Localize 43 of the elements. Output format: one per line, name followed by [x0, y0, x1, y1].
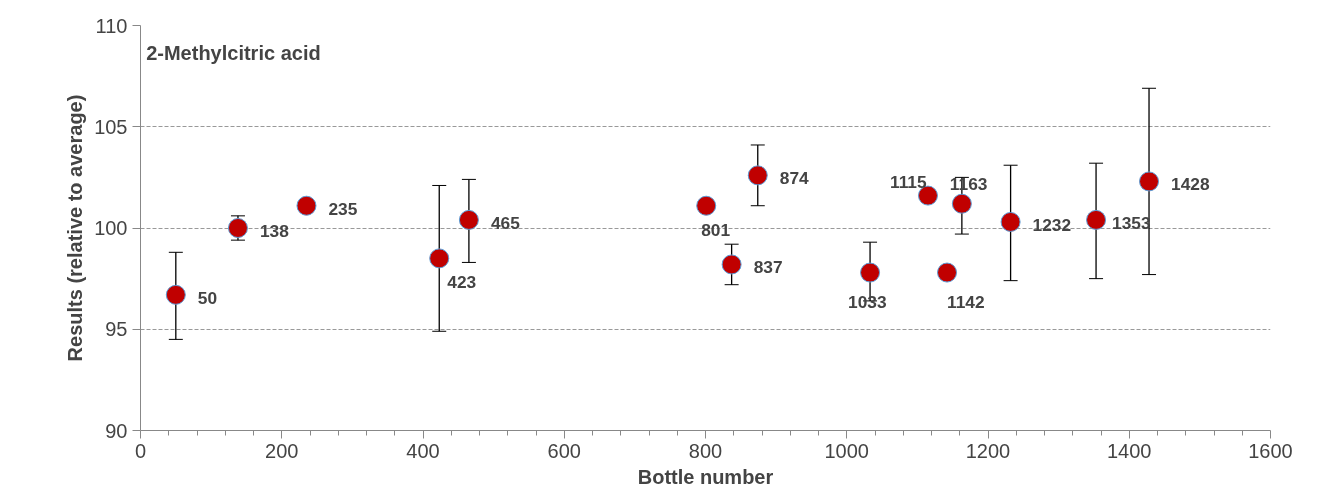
x-tick-label: 1200 [965, 439, 1011, 462]
x-tick-label: 1400 [1107, 439, 1152, 462]
point [696, 195, 717, 216]
point [165, 284, 186, 305]
annotation: 423 [447, 272, 477, 293]
annotation: 1142 [947, 291, 985, 312]
x-tick-label: 1600 [1248, 439, 1293, 462]
annotation: 1232 [1032, 214, 1072, 235]
y-tick-label: 110 [95, 14, 128, 37]
y-tick-label: 90 [105, 419, 128, 442]
y-tick-label: 100 [94, 217, 128, 239]
point [937, 262, 958, 283]
x-tick-label: 200 [265, 439, 299, 462]
annotation: 235 [328, 198, 358, 219]
x-axis-title: Bottle number [637, 465, 774, 488]
annotation: 465 [490, 212, 521, 233]
point [860, 262, 881, 283]
y-tick-label: 105 [94, 115, 128, 138]
y-tick-label: 95 [105, 318, 128, 341]
point [1086, 209, 1107, 230]
x-tick-label: 600 [547, 439, 581, 462]
annotation: 138 [259, 221, 290, 241]
point [1000, 211, 1021, 232]
point [429, 248, 450, 269]
annotation: 1428 [1171, 174, 1210, 195]
point [721, 254, 742, 275]
annotation: 801 [701, 219, 731, 240]
point [296, 195, 317, 216]
text: 2-Methylcitric acid [146, 41, 321, 64]
annotation: 837 [753, 257, 783, 278]
x-tick-label: 0 [134, 439, 147, 462]
point [951, 193, 972, 214]
annotation: 50 [197, 287, 218, 308]
annotation: 1115 [889, 171, 927, 192]
annotation: 874 [779, 168, 810, 189]
annotation: 1033 [848, 291, 887, 312]
point [747, 165, 768, 186]
y-axis-title: Results (relative to average) [64, 94, 87, 362]
point [458, 209, 479, 230]
point [1139, 171, 1160, 192]
x-tick-label: 1000 [824, 439, 869, 462]
x-tick-label: 800 [688, 439, 723, 462]
x-tick-label: 400 [406, 439, 440, 462]
